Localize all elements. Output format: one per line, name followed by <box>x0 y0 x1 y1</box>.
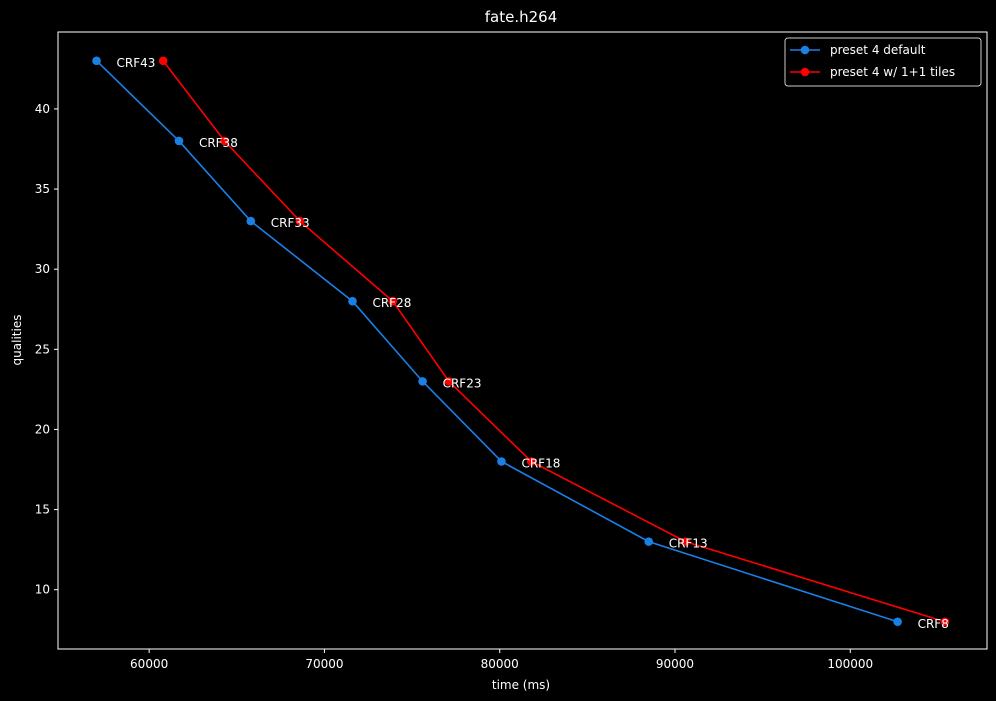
data-point <box>681 537 690 546</box>
legend-items: preset 4 default preset 4 w/ 1+1 tiles <box>790 43 955 79</box>
y-tick-label: 20 <box>35 422 50 436</box>
x-tick-label: 80000 <box>481 657 519 671</box>
series-1 <box>92 56 902 627</box>
point-annotation: CRF13 <box>669 537 708 551</box>
data-point <box>893 617 902 627</box>
chart-title: fate.h264 <box>485 8 558 26</box>
point-annotation: CRF43 <box>117 56 156 70</box>
data-point <box>644 537 654 546</box>
x-tick-label: 70000 <box>305 657 343 671</box>
y-axis: 10 15 20 25 30 35 40 <box>35 102 58 597</box>
plot-frame <box>57 31 988 650</box>
y-tick-label: 10 <box>35 583 50 597</box>
data-point <box>940 617 950 627</box>
plot-area <box>57 31 988 650</box>
data-point <box>295 216 305 226</box>
point-annotation: CRF28 <box>372 296 411 310</box>
legend: preset 4 default preset 4 w/ 1+1 tiles <box>784 37 982 87</box>
x-tick-label: 90000 <box>656 657 694 671</box>
data-point <box>92 56 101 66</box>
data-point <box>174 136 184 146</box>
y-axis-label: qualities <box>10 315 24 366</box>
series-line <box>96 60 898 623</box>
point-annotation: CRF23 <box>443 376 482 390</box>
legend-marker <box>800 45 810 55</box>
data-point <box>220 136 229 146</box>
data-point <box>418 377 427 386</box>
data-point <box>526 457 536 466</box>
y-tick-label: 25 <box>35 342 50 356</box>
series-layer <box>92 56 950 627</box>
data-point <box>388 296 398 306</box>
x-tick-label: 60000 <box>130 657 168 671</box>
point-annotation: CRF8 <box>918 617 949 631</box>
point-annotation: CRF38 <box>199 136 238 150</box>
legend-marker <box>800 67 810 77</box>
series-line <box>162 60 946 623</box>
x-tick-label: 100000 <box>827 657 873 671</box>
y-tick-label: 40 <box>35 102 50 116</box>
series-2 <box>158 56 950 627</box>
x-axis: 60000 70000 80000 90000 100000 <box>130 649 873 671</box>
point-annotation: CRF18 <box>521 456 560 470</box>
legend-box <box>784 37 982 87</box>
data-point <box>497 457 506 466</box>
legend-label: preset 4 default <box>830 43 926 57</box>
point-annotation: CRF33 <box>271 216 310 230</box>
data-point <box>158 56 168 66</box>
legend-label: preset 4 w/ 1+1 tiles <box>830 65 955 79</box>
annotation-layer: CRF43 CRF38 CRF33 CRF28 CRF23 CRF18 CRF13 CRF8 <box>117 56 949 631</box>
y-tick-label: 15 <box>35 503 50 517</box>
data-point <box>444 377 454 386</box>
data-point <box>348 296 357 306</box>
y-tick-label: 30 <box>35 262 50 276</box>
data-point <box>246 216 256 226</box>
x-axis-label: time (ms) <box>492 678 550 692</box>
y-tick-label: 35 <box>35 182 50 196</box>
